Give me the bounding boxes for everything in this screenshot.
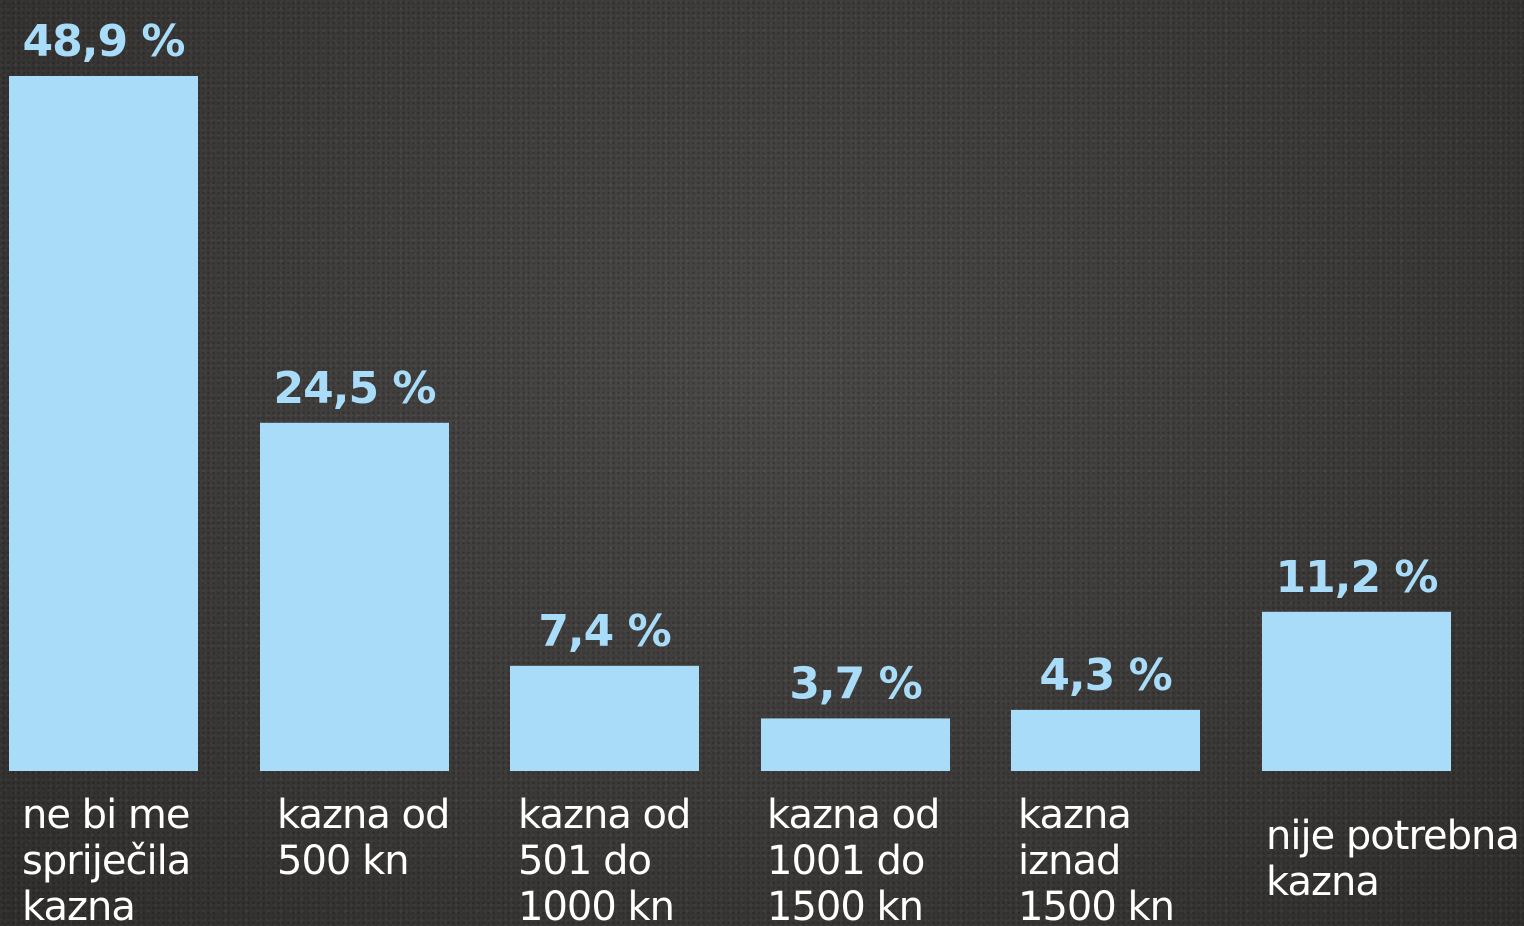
- bar-2: [260, 422, 449, 771]
- bar-4: [761, 718, 950, 771]
- category-label-line: 1500 kn: [767, 884, 923, 926]
- category-label-6: nije potrebna kazna: [1266, 813, 1519, 905]
- category-label-5: kazna iznad 1500 kn: [1018, 792, 1174, 926]
- value-labels-group: 48,9 % 24,5 % 7,4 % 3,7 % 4,3 % 11,2 %: [23, 16, 1439, 709]
- bar-3: [510, 665, 699, 771]
- category-label-line: kazna od: [518, 792, 690, 838]
- bar-5: [1011, 709, 1200, 771]
- category-label-line: kazna: [22, 884, 135, 926]
- category-label-4: kazna od 1001 do 1500 kn: [767, 792, 939, 926]
- category-label-line: 1500 kn: [1018, 884, 1174, 926]
- category-label-3: kazna od 501 do 1000 kn: [518, 792, 690, 926]
- category-label-line: kazna: [1266, 859, 1379, 905]
- category-label-line: spriječila: [22, 838, 190, 884]
- category-label-line: 501 do: [518, 838, 651, 884]
- category-label-line: kazna: [1018, 792, 1131, 838]
- value-label-4: 3,7 %: [789, 658, 921, 709]
- category-label-line: iznad: [1018, 838, 1120, 884]
- category-label-line: kazna od: [277, 792, 449, 838]
- category-label-line: kazna od: [767, 792, 939, 838]
- value-label-2: 24,5 %: [274, 363, 436, 414]
- value-label-3: 7,4 %: [538, 606, 670, 657]
- category-label-line: 500 kn: [277, 838, 409, 884]
- category-label-line: 1000 kn: [518, 884, 674, 926]
- category-label-line: nije potrebna: [1266, 813, 1519, 859]
- value-label-1: 48,9 %: [23, 16, 185, 67]
- bar-6: [1262, 611, 1451, 771]
- value-label-6: 11,2 %: [1276, 552, 1438, 603]
- bar-1: [9, 76, 198, 771]
- category-label-2: kazna od 500 kn: [277, 792, 449, 884]
- category-label-line: 1001 do: [767, 838, 924, 884]
- category-label-line: ne bi me: [22, 792, 189, 838]
- bars-group: [9, 76, 1451, 771]
- category-label-1: ne bi me spriječila kazna: [22, 792, 190, 926]
- value-label-5: 4,3 %: [1039, 650, 1171, 701]
